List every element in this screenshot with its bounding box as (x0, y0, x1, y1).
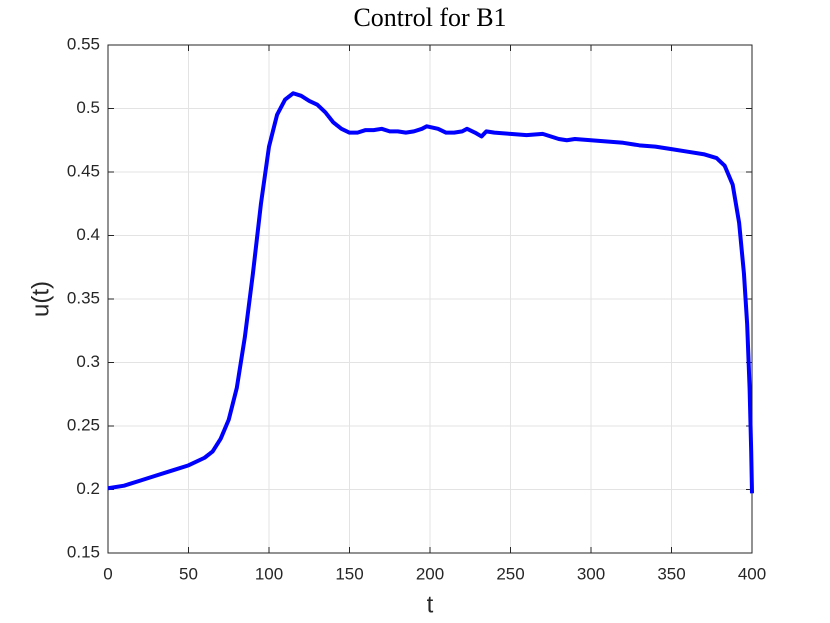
y-tick-label: 0.35 (67, 288, 100, 307)
x-tick-label: 0 (103, 564, 112, 583)
x-tick-label: 50 (179, 564, 198, 583)
x-tick-label: 250 (496, 564, 524, 583)
y-tick-label: 0.25 (67, 415, 100, 434)
data-line (107, 91, 754, 494)
x-tick-label: 150 (335, 564, 363, 583)
x-axis-label: t (427, 591, 434, 618)
y-tick-label: 0.4 (76, 225, 100, 244)
x-tick-label: 300 (577, 564, 605, 583)
x-tick-label: 100 (255, 564, 283, 583)
y-tick-label: 0.3 (76, 352, 100, 371)
y-tick-label: 0.55 (67, 34, 100, 53)
axes-box (107, 44, 753, 554)
x-tick-label: 350 (657, 564, 685, 583)
y-tick-label: 0.2 (76, 479, 100, 498)
x-tick-label: 400 (738, 564, 766, 583)
y-tick-label: 0.45 (67, 161, 100, 180)
y-axis-label: u(t) (27, 281, 54, 317)
chart-title: Control for B1 (353, 3, 506, 32)
x-tick-label: 200 (416, 564, 444, 583)
y-tick-label: 0.5 (76, 98, 100, 117)
y-tick-label: 0.15 (67, 542, 100, 561)
